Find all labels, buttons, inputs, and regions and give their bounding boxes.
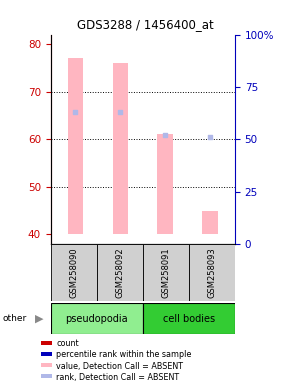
Point [73, 109, 78, 115]
Text: GSM258093: GSM258093 [207, 247, 216, 298]
Text: pseudopodia: pseudopodia [66, 314, 128, 324]
Text: GSM258092: GSM258092 [115, 247, 124, 298]
Bar [143, 244, 189, 301]
Bar [51, 244, 97, 301]
Bar [157, 134, 173, 234]
Bar [113, 63, 128, 234]
Text: other: other [3, 314, 27, 323]
Bar [41, 374, 52, 378]
Bar [97, 244, 143, 301]
Bar [68, 58, 83, 234]
Bar [189, 244, 235, 301]
Bar [41, 352, 52, 356]
Text: ▶: ▶ [35, 314, 44, 324]
Bar [202, 210, 218, 234]
Bar [143, 303, 235, 334]
Text: cell bodies: cell bodies [163, 314, 215, 324]
Text: value, Detection Call = ABSENT: value, Detection Call = ABSENT [57, 361, 184, 371]
Text: percentile rank within the sample: percentile rank within the sample [57, 351, 192, 359]
Point [163, 132, 168, 138]
Point [208, 134, 213, 140]
Text: GSM258090: GSM258090 [69, 247, 78, 298]
Point [118, 109, 123, 115]
Text: rank, Detection Call = ABSENT: rank, Detection Call = ABSENT [57, 372, 180, 382]
Bar [41, 341, 52, 345]
Bar [51, 303, 143, 334]
Bar [41, 363, 52, 367]
Text: GDS3288 / 1456400_at: GDS3288 / 1456400_at [77, 18, 213, 31]
Text: GSM258091: GSM258091 [161, 247, 170, 298]
Text: count: count [57, 339, 79, 348]
